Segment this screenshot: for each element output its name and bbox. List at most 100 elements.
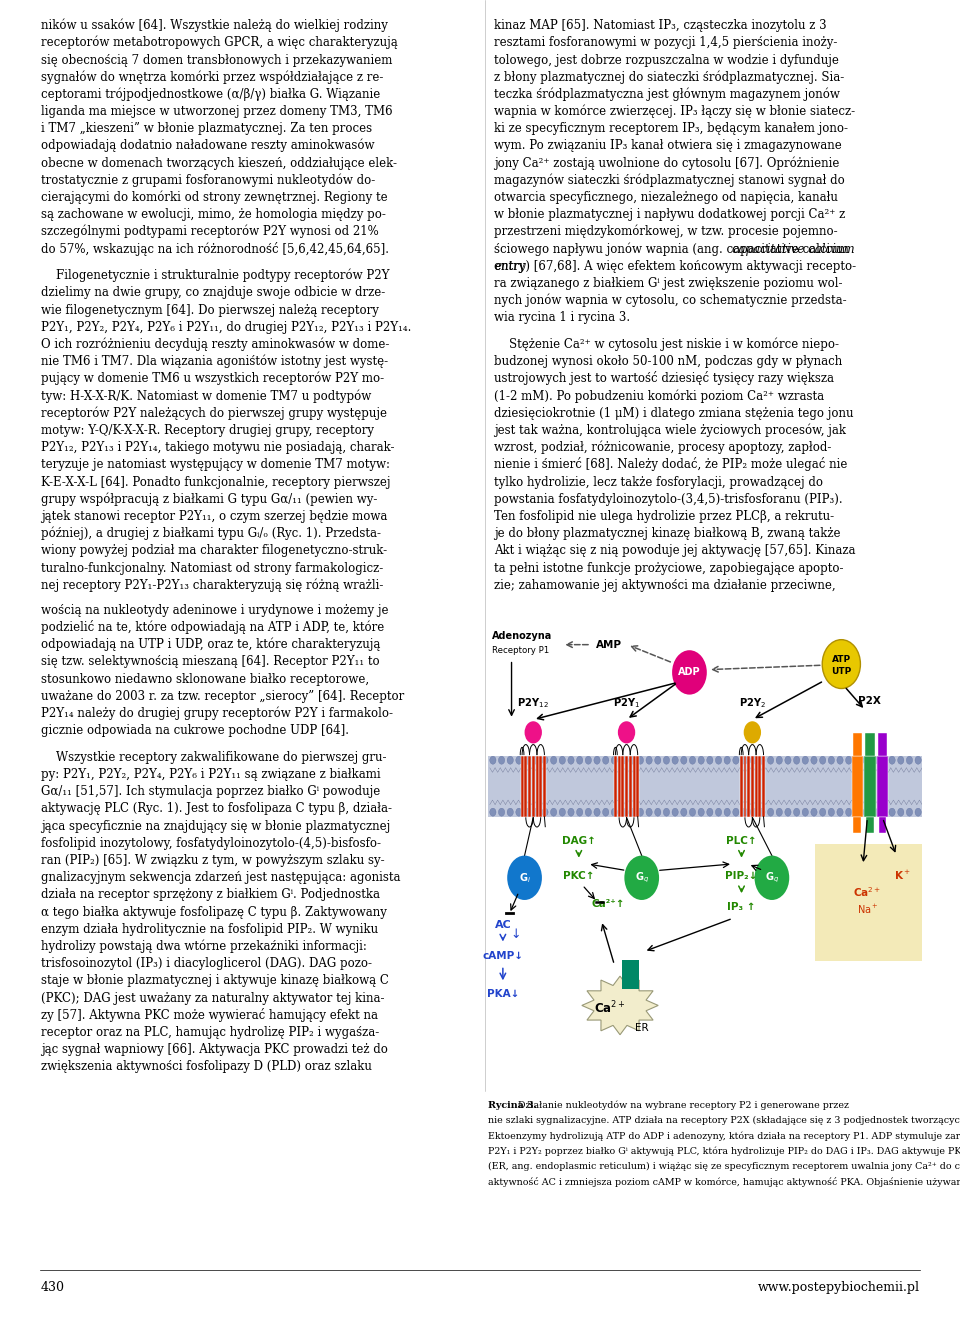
Bar	[540, 755, 542, 816]
Text: hydrolizy powstają dwa wtórne przekaźniki informacji:: hydrolizy powstają dwa wtórne przekaźnik…	[41, 939, 367, 953]
Circle shape	[516, 808, 522, 816]
Circle shape	[854, 757, 860, 765]
Text: budzonej wynosi około 50-100 nM, podczas gdy w płynach: budzonej wynosi około 50-100 nM, podczas…	[494, 355, 843, 368]
Text: ta pełni istotne funkcje prożyciowe, zapobiegające apopto-: ta pełni istotne funkcje prożyciowe, zap…	[494, 561, 844, 574]
Circle shape	[516, 757, 522, 765]
Text: K$^+$: K$^+$	[894, 868, 910, 881]
Text: P2Y$_{12}$: P2Y$_{12}$	[517, 696, 549, 710]
Circle shape	[559, 808, 565, 816]
Circle shape	[744, 721, 761, 744]
Text: AMP: AMP	[596, 639, 622, 650]
Circle shape	[637, 757, 643, 765]
Text: stosunkowo niedawno sklonowane białko receptorowe,: stosunkowo niedawno sklonowane białko re…	[41, 672, 370, 685]
Circle shape	[741, 757, 748, 765]
Circle shape	[732, 808, 739, 816]
Circle shape	[568, 757, 574, 765]
Circle shape	[672, 808, 679, 816]
Text: i TM7 „kieszeni” w błonie plazmatycznej. Za ten proces: i TM7 „kieszeni” w błonie plazmatycznej.…	[41, 122, 372, 135]
Text: P2X: P2X	[858, 696, 881, 705]
Circle shape	[828, 757, 834, 765]
Text: ustrojowych jest to wartość dziesięć tysięcy razy większa: ustrojowych jest to wartość dziesięć tys…	[494, 372, 834, 385]
Bar	[747, 755, 750, 816]
Text: aktywność AC i zmniejsza poziom cAMP w komórce, hamując aktywność PKA. Objaśnien: aktywność AC i zmniejsza poziom cAMP w k…	[488, 1177, 960, 1187]
Circle shape	[820, 808, 826, 816]
Circle shape	[750, 757, 756, 765]
Text: przestrzeni międzykomórkowej, w tzw. procesie pojemno-: przestrzeni międzykomórkowej, w tzw. pro…	[494, 225, 838, 238]
Circle shape	[898, 757, 904, 765]
Text: entry) [67,68]. A więc efektem końcowym aktywacji recepto-: entry) [67,68]. A więc efektem końcowym …	[494, 259, 856, 273]
Text: K-E-X-X-L [64]. Ponadto funkcjonalnie, receptory pierwszej: K-E-X-X-L [64]. Ponadto funkcjonalnie, r…	[41, 475, 391, 488]
Circle shape	[612, 757, 617, 765]
Text: je do błony plazmatycznej kinazę białkową B, zwaną także: je do błony plazmatycznej kinazę białkow…	[494, 527, 841, 540]
Text: nie szlaki sygnalizacyjne. ATP działa na receptory P2X (składające się z 3 podje: nie szlaki sygnalizacyjne. ATP działa na…	[488, 1117, 960, 1125]
Text: Ca²⁺↑: Ca²⁺↑	[591, 898, 625, 909]
Bar	[520, 755, 523, 816]
Text: DAG↑: DAG↑	[562, 836, 596, 845]
Bar	[614, 755, 617, 816]
Text: ran (PIP₂) [65]. W związku z tym, w powyższym szlaku sy-: ran (PIP₂) [65]. W związku z tym, w powy…	[41, 853, 385, 867]
Text: aktywację PLC (Ryc. 1). Jest to fosfolipaza C typu β, działa-: aktywację PLC (Ryc. 1). Jest to fosfolip…	[41, 802, 393, 815]
Circle shape	[707, 757, 713, 765]
Circle shape	[785, 808, 791, 816]
Circle shape	[803, 757, 808, 765]
Text: podzielić na te, które odpowiadają na ATP i ADP, te, które: podzielić na te, które odpowiadają na AT…	[41, 620, 385, 634]
Circle shape	[603, 757, 609, 765]
Bar	[876, 755, 888, 816]
Circle shape	[541, 757, 548, 765]
Circle shape	[594, 757, 600, 765]
Text: (ER, ang. endoplasmic reticulum) i wiążąc się ze specyficznym receptorem uwalnia: (ER, ang. endoplasmic reticulum) i wiążą…	[488, 1162, 960, 1171]
Text: (PKC); DAG jest uważany za naturalny aktywator tej kina-: (PKC); DAG jest uważany za naturalny akt…	[41, 991, 385, 1004]
Text: zie; zahamowanie jej aktywności ma działanie przeciwne,: zie; zahamowanie jej aktywności ma dział…	[494, 578, 836, 591]
Circle shape	[541, 808, 548, 816]
Text: Działanie nukleotydów na wybrane receptory P2 i generowane przez: Działanie nukleotydów na wybrane recepto…	[518, 1101, 850, 1110]
Circle shape	[906, 808, 913, 816]
Bar	[543, 755, 546, 816]
Text: teczka śródplazmatyczna jest głównym magazynem jonów: teczka śródplazmatyczna jest głównym mag…	[494, 87, 840, 101]
Circle shape	[672, 650, 707, 695]
Text: pujący w domenie TM6 u wszystkich receptorów P2Y mo-: pujący w domenie TM6 u wszystkich recept…	[41, 372, 384, 385]
Bar	[751, 755, 754, 816]
Bar	[852, 733, 862, 755]
Circle shape	[594, 808, 600, 816]
Circle shape	[577, 757, 583, 765]
Text: w błonie plazmatycznej i napływu dodatkowej porcji Ca²⁺ z: w błonie plazmatycznej i napływu dodatko…	[494, 208, 846, 221]
Circle shape	[586, 808, 591, 816]
Bar	[536, 755, 539, 816]
Circle shape	[854, 808, 860, 816]
Circle shape	[498, 808, 505, 816]
Bar	[622, 960, 638, 988]
Text: kinaz MAP [65]. Natomiast IP₃, cząsteczka inozytolu z 3: kinaz MAP [65]. Natomiast IP₃, cząsteczk…	[494, 19, 827, 32]
Circle shape	[846, 808, 852, 816]
Text: staje w błonie plazmatycznej i aktywuje kinazę białkową C: staje w błonie plazmatycznej i aktywuje …	[41, 974, 389, 987]
Text: P2Y$_1$: P2Y$_1$	[612, 696, 640, 710]
Text: trostatycznie z grupami fosforanowymi nukleotydów do-: trostatycznie z grupami fosforanowymi nu…	[41, 173, 375, 187]
Bar	[625, 755, 628, 816]
Text: trisfosoinozytol (IP₃) i diacyloglicerol (DAG). DAG pozo-: trisfosoinozytol (IP₃) i diacyloglicerol…	[41, 957, 372, 970]
Text: się tzw. selektywnością mieszaną [64]. Receptor P2Y₁₁ to: się tzw. selektywnością mieszaną [64]. R…	[41, 655, 380, 668]
Text: Wszystkie receptory zakwalifikowane do pierwszej gru-: Wszystkie receptory zakwalifikowane do p…	[41, 750, 387, 763]
Text: Na$^+$: Na$^+$	[856, 902, 878, 916]
Circle shape	[794, 757, 800, 765]
Circle shape	[507, 757, 514, 765]
Text: turalno-funkcjonalny. Natomiast od strony farmakologicz-: turalno-funkcjonalny. Natomiast od stron…	[41, 561, 384, 574]
Circle shape	[498, 757, 505, 765]
Text: wia rycina 1 i rycina 3.: wia rycina 1 i rycina 3.	[494, 311, 631, 324]
Circle shape	[550, 808, 557, 816]
Text: ceptorami trójpodjednostkowe (α/β/γ) białka G. Wiązanie: ceptorami trójpodjednostkowe (α/β/γ) bia…	[41, 87, 380, 101]
Circle shape	[646, 808, 652, 816]
Text: do 57%, wskazując na ich różnorodność [5,6,42,45,64,65].: do 57%, wskazując na ich różnorodność [5…	[41, 242, 390, 255]
Text: ER: ER	[635, 1023, 649, 1033]
Circle shape	[550, 757, 557, 765]
Bar	[524, 755, 527, 816]
Text: dzielimy na dwie grupy, co znajduje swoje odbicie w drze-: dzielimy na dwie grupy, co znajduje swoj…	[41, 286, 386, 299]
Bar	[758, 755, 761, 816]
Circle shape	[755, 856, 789, 900]
Text: G$_q$: G$_q$	[765, 871, 779, 885]
Text: sygnałów do wnętrza komórki przez współdziałające z re-: sygnałów do wnętrza komórki przez współd…	[41, 70, 384, 83]
Bar	[532, 755, 535, 816]
Text: później), a drugiej z białkami typu Gᵢ/ₒ (Ryc. 1). Przedsta-: później), a drugiej z białkami typu Gᵢ/ₒ…	[41, 527, 381, 540]
Bar	[877, 733, 887, 755]
Text: odpowiadają dodatnio naładowane reszty aminokwasów: odpowiadają dodatnio naładowane reszty a…	[41, 139, 374, 152]
Text: jątek stanowi receptor P2Y₁₁, o czym szerzej będzie mowa: jątek stanowi receptor P2Y₁₁, o czym sze…	[41, 509, 388, 523]
Text: wym. Po związaniu IP₃ kanał otwiera się i zmagazynowane: wym. Po związaniu IP₃ kanał otwiera się …	[494, 139, 842, 152]
